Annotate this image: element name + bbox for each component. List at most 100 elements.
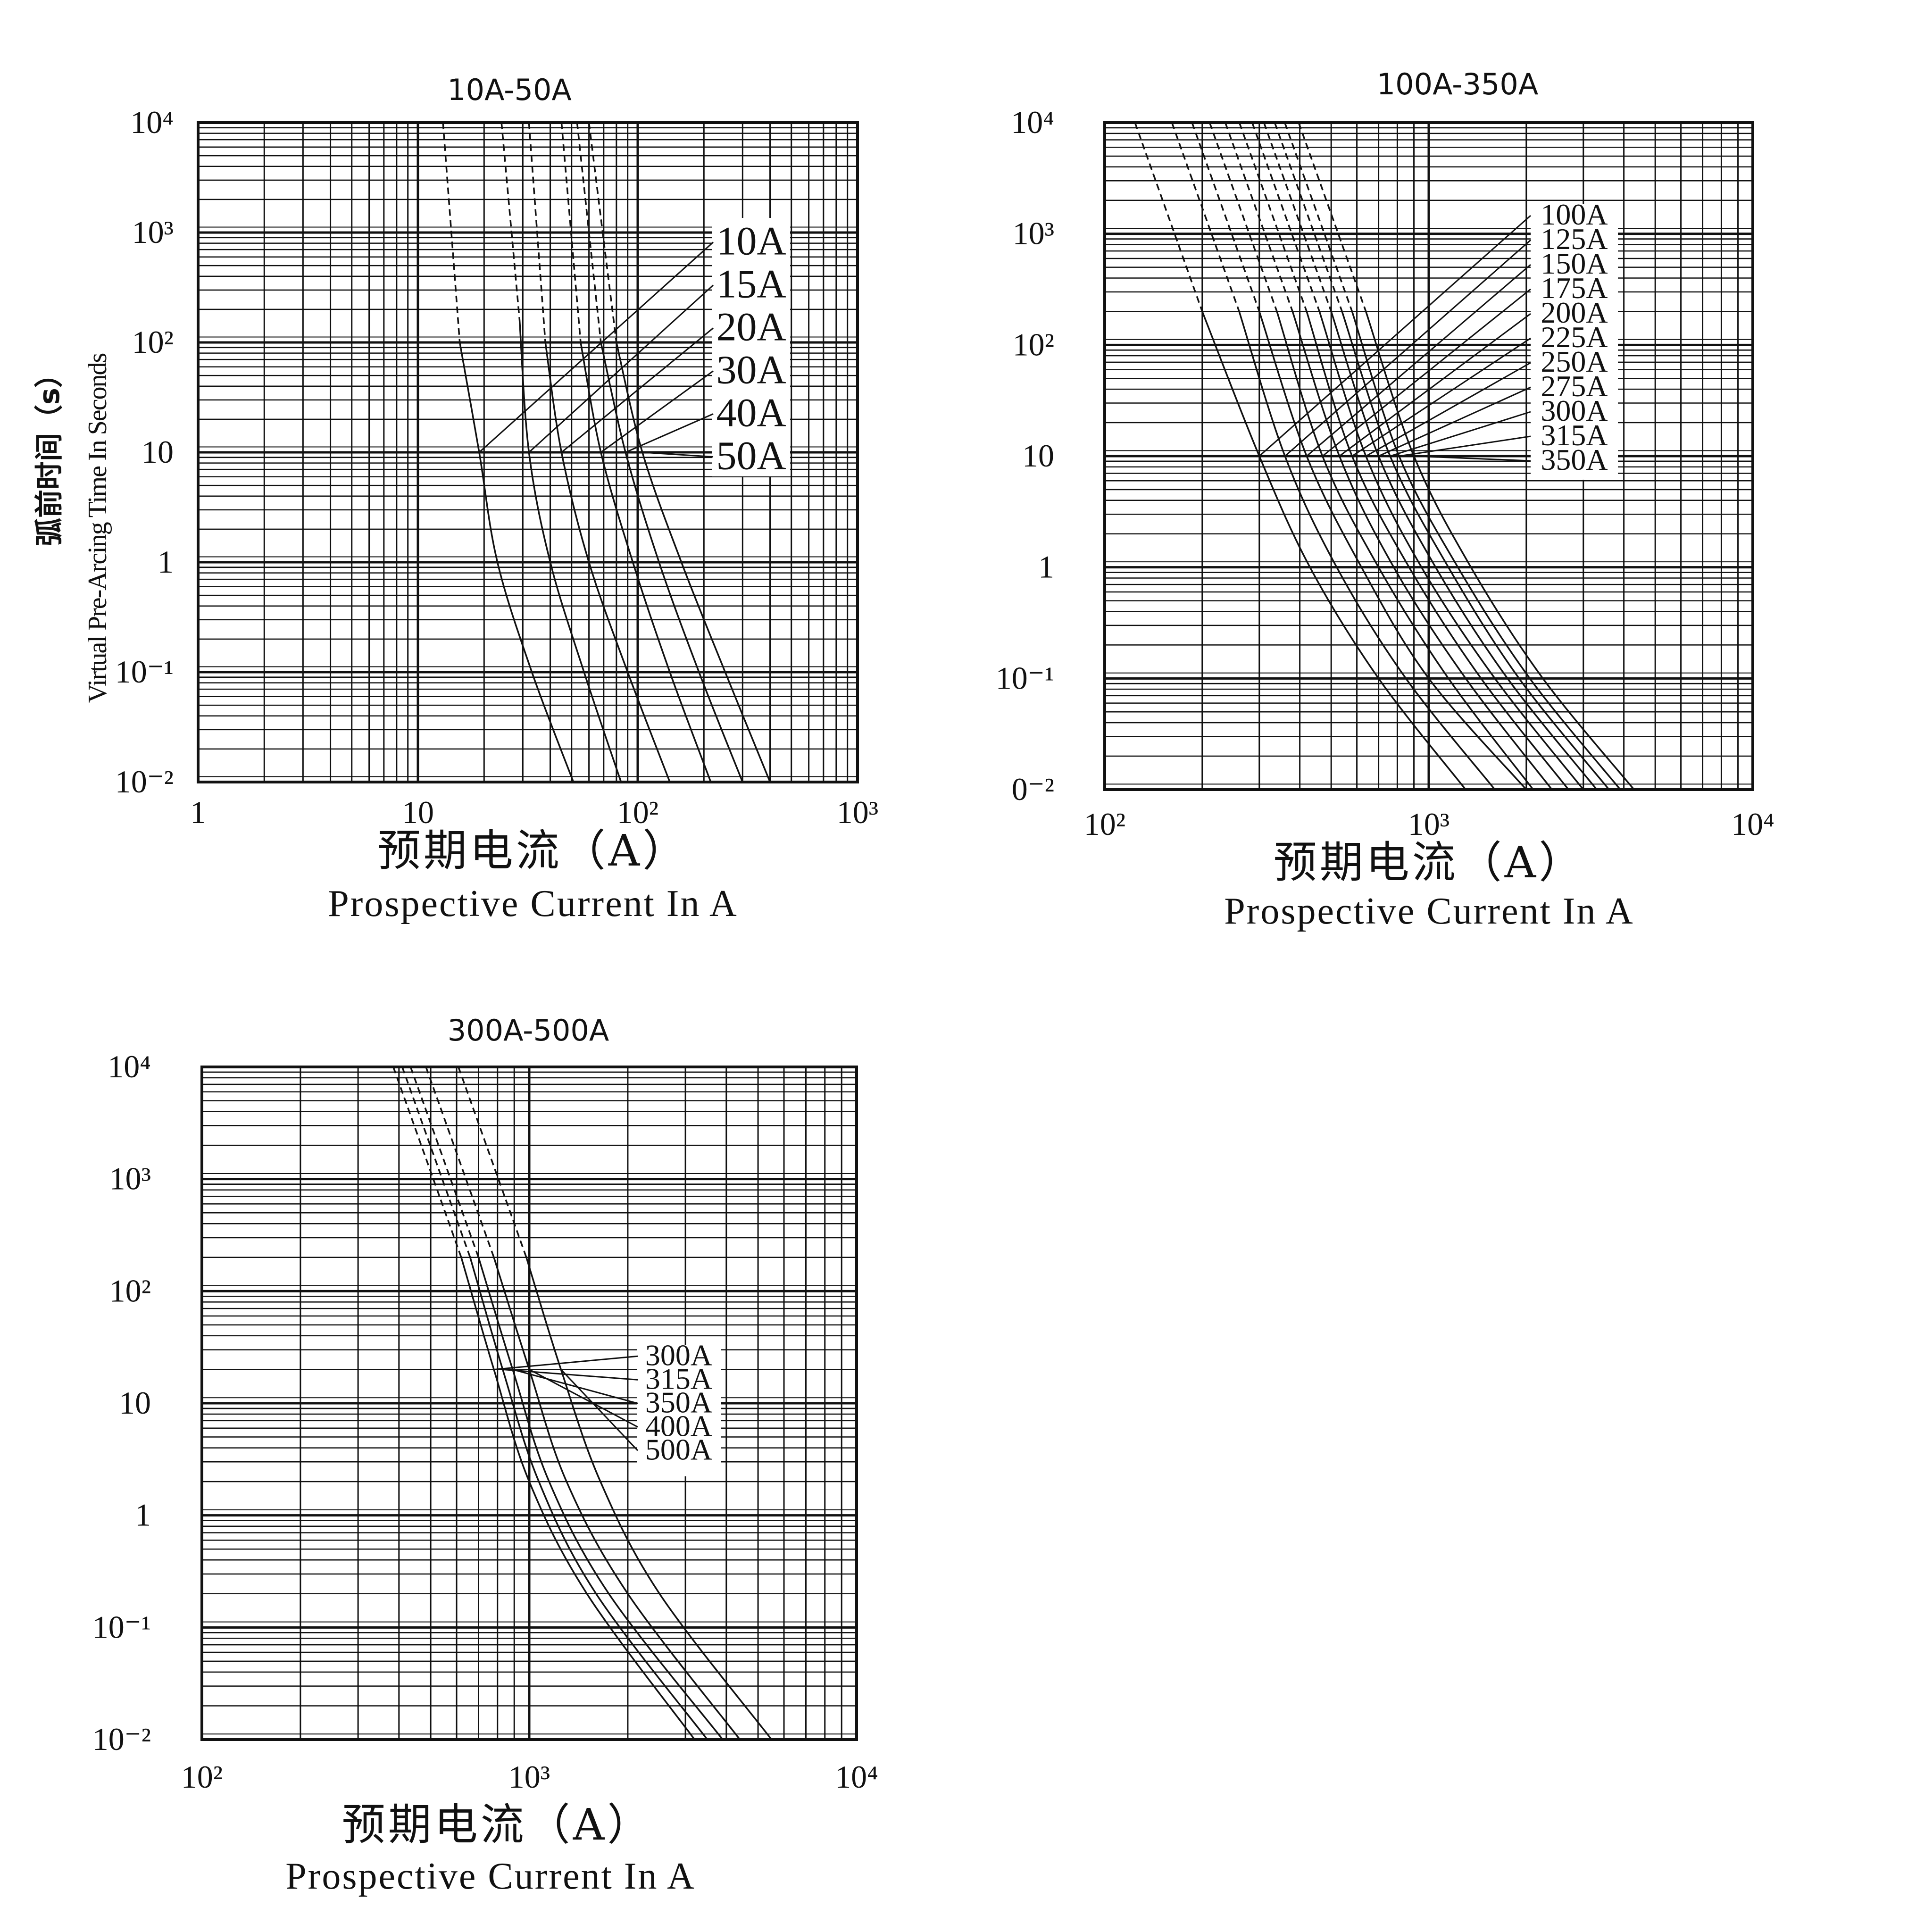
series-315A	[401, 1066, 708, 1740]
curve-dashed	[560, 122, 582, 343]
x-axis-label-cn: 预期电流（A）	[377, 825, 689, 876]
curve-dashed	[588, 122, 617, 343]
y-axis-label-cn-group: 弧前时间（s）	[33, 359, 66, 546]
curve	[469, 1257, 708, 1740]
curve	[525, 1257, 773, 1740]
legend-box	[712, 218, 790, 476]
y-tick-label: 10	[119, 1385, 151, 1421]
y-tick-label: 10⁻¹	[996, 660, 1054, 696]
legend-box	[1531, 204, 1618, 480]
plot-frame	[1103, 121, 1754, 791]
chart-1: 10A-50A 1 10 10² 10³ 10⁻² 10⁻¹ 1 10 10² 10³ 10⁴ 预期电流…	[33, 73, 878, 924]
curve	[1201, 311, 1466, 791]
curve-dashed	[1225, 122, 1293, 312]
leader-line	[1339, 313, 1531, 457]
y-tick-label: 10⁻¹	[115, 654, 174, 690]
x-tick-label: 1	[190, 794, 206, 830]
series-10A	[442, 122, 714, 783]
legend-label-500A: 500A	[645, 1433, 712, 1466]
legend-label-100A: 100A	[1541, 198, 1608, 231]
x-tick-label: 10⁴	[835, 1759, 878, 1795]
series-15A	[500, 122, 714, 783]
curve-dashed	[1284, 122, 1353, 312]
leader-line	[1322, 288, 1531, 457]
series-175A	[1208, 122, 1534, 791]
curve-dashed	[1298, 122, 1367, 312]
curve	[1258, 311, 1527, 791]
leader-line	[1306, 264, 1531, 457]
curve	[1341, 311, 1610, 791]
legend-label-175A: 175A	[1541, 271, 1608, 305]
y-tick-label: 10	[1022, 438, 1054, 474]
curve-dashed	[576, 122, 602, 343]
series-300A	[1274, 122, 1610, 791]
chart-3: 300A-500A 10² 10³ 10⁴ 10⁻² 10⁻¹ 1 10 10² 10³ 10⁴ 预期…	[92, 1013, 878, 1897]
series-30A	[560, 122, 714, 783]
y-tick-label: 1	[158, 544, 174, 580]
leader-line	[1378, 386, 1531, 457]
y-axis-label-group: Virtual Pre-Arcing Time In Seconds	[83, 354, 112, 703]
legend-label-350A: 350A	[645, 1386, 712, 1419]
series-300A	[392, 1066, 696, 1740]
curve	[544, 342, 671, 783]
legend-label-15A: 15A	[716, 261, 786, 306]
chart-title: 300A-500A	[448, 1013, 609, 1048]
x-tick-label: 10²	[617, 794, 658, 830]
y-tick-label: 10²	[1013, 326, 1054, 362]
y-tick-label: 10³	[132, 214, 174, 250]
curve	[1351, 311, 1621, 791]
leader-line	[493, 1355, 638, 1370]
grid	[197, 123, 858, 783]
curve-dashed	[500, 122, 521, 320]
curve	[1365, 311, 1635, 791]
series-350A	[409, 1066, 724, 1740]
curve-dashed	[1134, 122, 1203, 312]
series-350A	[1298, 122, 1635, 791]
curve	[616, 342, 771, 783]
leader-line	[1399, 435, 1531, 457]
series-100A	[1134, 122, 1531, 791]
curve-dashed	[1208, 122, 1278, 312]
y-tick-label: 10³	[1013, 216, 1054, 251]
curve-dashed	[1251, 122, 1320, 312]
chart-2: 100A-350A 10² 10³ 10⁴ 0⁻² 10⁻¹ 1 10 10² 10³ 10⁴ 预期电…	[996, 67, 1774, 932]
x-axis-label-cn: 预期电流（A）	[1274, 837, 1585, 888]
x-axis-label-cn: 预期电流（A）	[342, 1799, 653, 1850]
x-axis-label: Prospective Current In A	[328, 883, 738, 924]
legend-label-400A: 400A	[645, 1409, 712, 1443]
curve	[458, 342, 575, 783]
y-axis-label-cn: 弧前时间（s）	[33, 359, 66, 546]
legend-box	[637, 1345, 721, 1476]
curve	[580, 342, 712, 783]
x-tick-label: 10²	[1084, 806, 1125, 842]
legend-label-250A: 250A	[1541, 345, 1608, 378]
series-50A	[588, 122, 771, 783]
curve-dashed	[1274, 122, 1343, 312]
leader-line	[561, 327, 714, 453]
legend-label-150A: 150A	[1541, 247, 1608, 280]
curve	[1306, 311, 1569, 791]
series-275A	[1263, 122, 1598, 791]
leader-line	[1366, 362, 1531, 457]
x-tick-label: 10³	[508, 1759, 550, 1795]
y-tick-label: 10³	[109, 1161, 151, 1197]
series-150A	[1191, 122, 1531, 791]
leader-line	[478, 242, 714, 453]
curve-dashed	[409, 1066, 480, 1258]
y-tick-label: 10⁴	[130, 104, 174, 140]
y-tick-label: 1	[1038, 549, 1054, 585]
x-axis-label: Prospective Current In A	[285, 1856, 696, 1897]
series-20A	[528, 122, 714, 783]
leader-line	[1414, 455, 1531, 462]
y-tick-label: 0⁻²	[1012, 771, 1054, 807]
curve-dashed	[1171, 122, 1240, 312]
legend-label-300A: 300A	[645, 1339, 712, 1372]
legend-label-20A: 20A	[716, 304, 786, 349]
leader-line	[502, 1368, 638, 1381]
x-tick-label: 10³	[837, 794, 878, 830]
x-axis-label: Prospective Current In A	[1224, 891, 1634, 932]
leader-line	[529, 1369, 638, 1428]
leader-line	[512, 1369, 638, 1404]
y-tick-label: 10⁴	[108, 1049, 151, 1084]
y-tick-label: 10⁻¹	[92, 1609, 151, 1645]
